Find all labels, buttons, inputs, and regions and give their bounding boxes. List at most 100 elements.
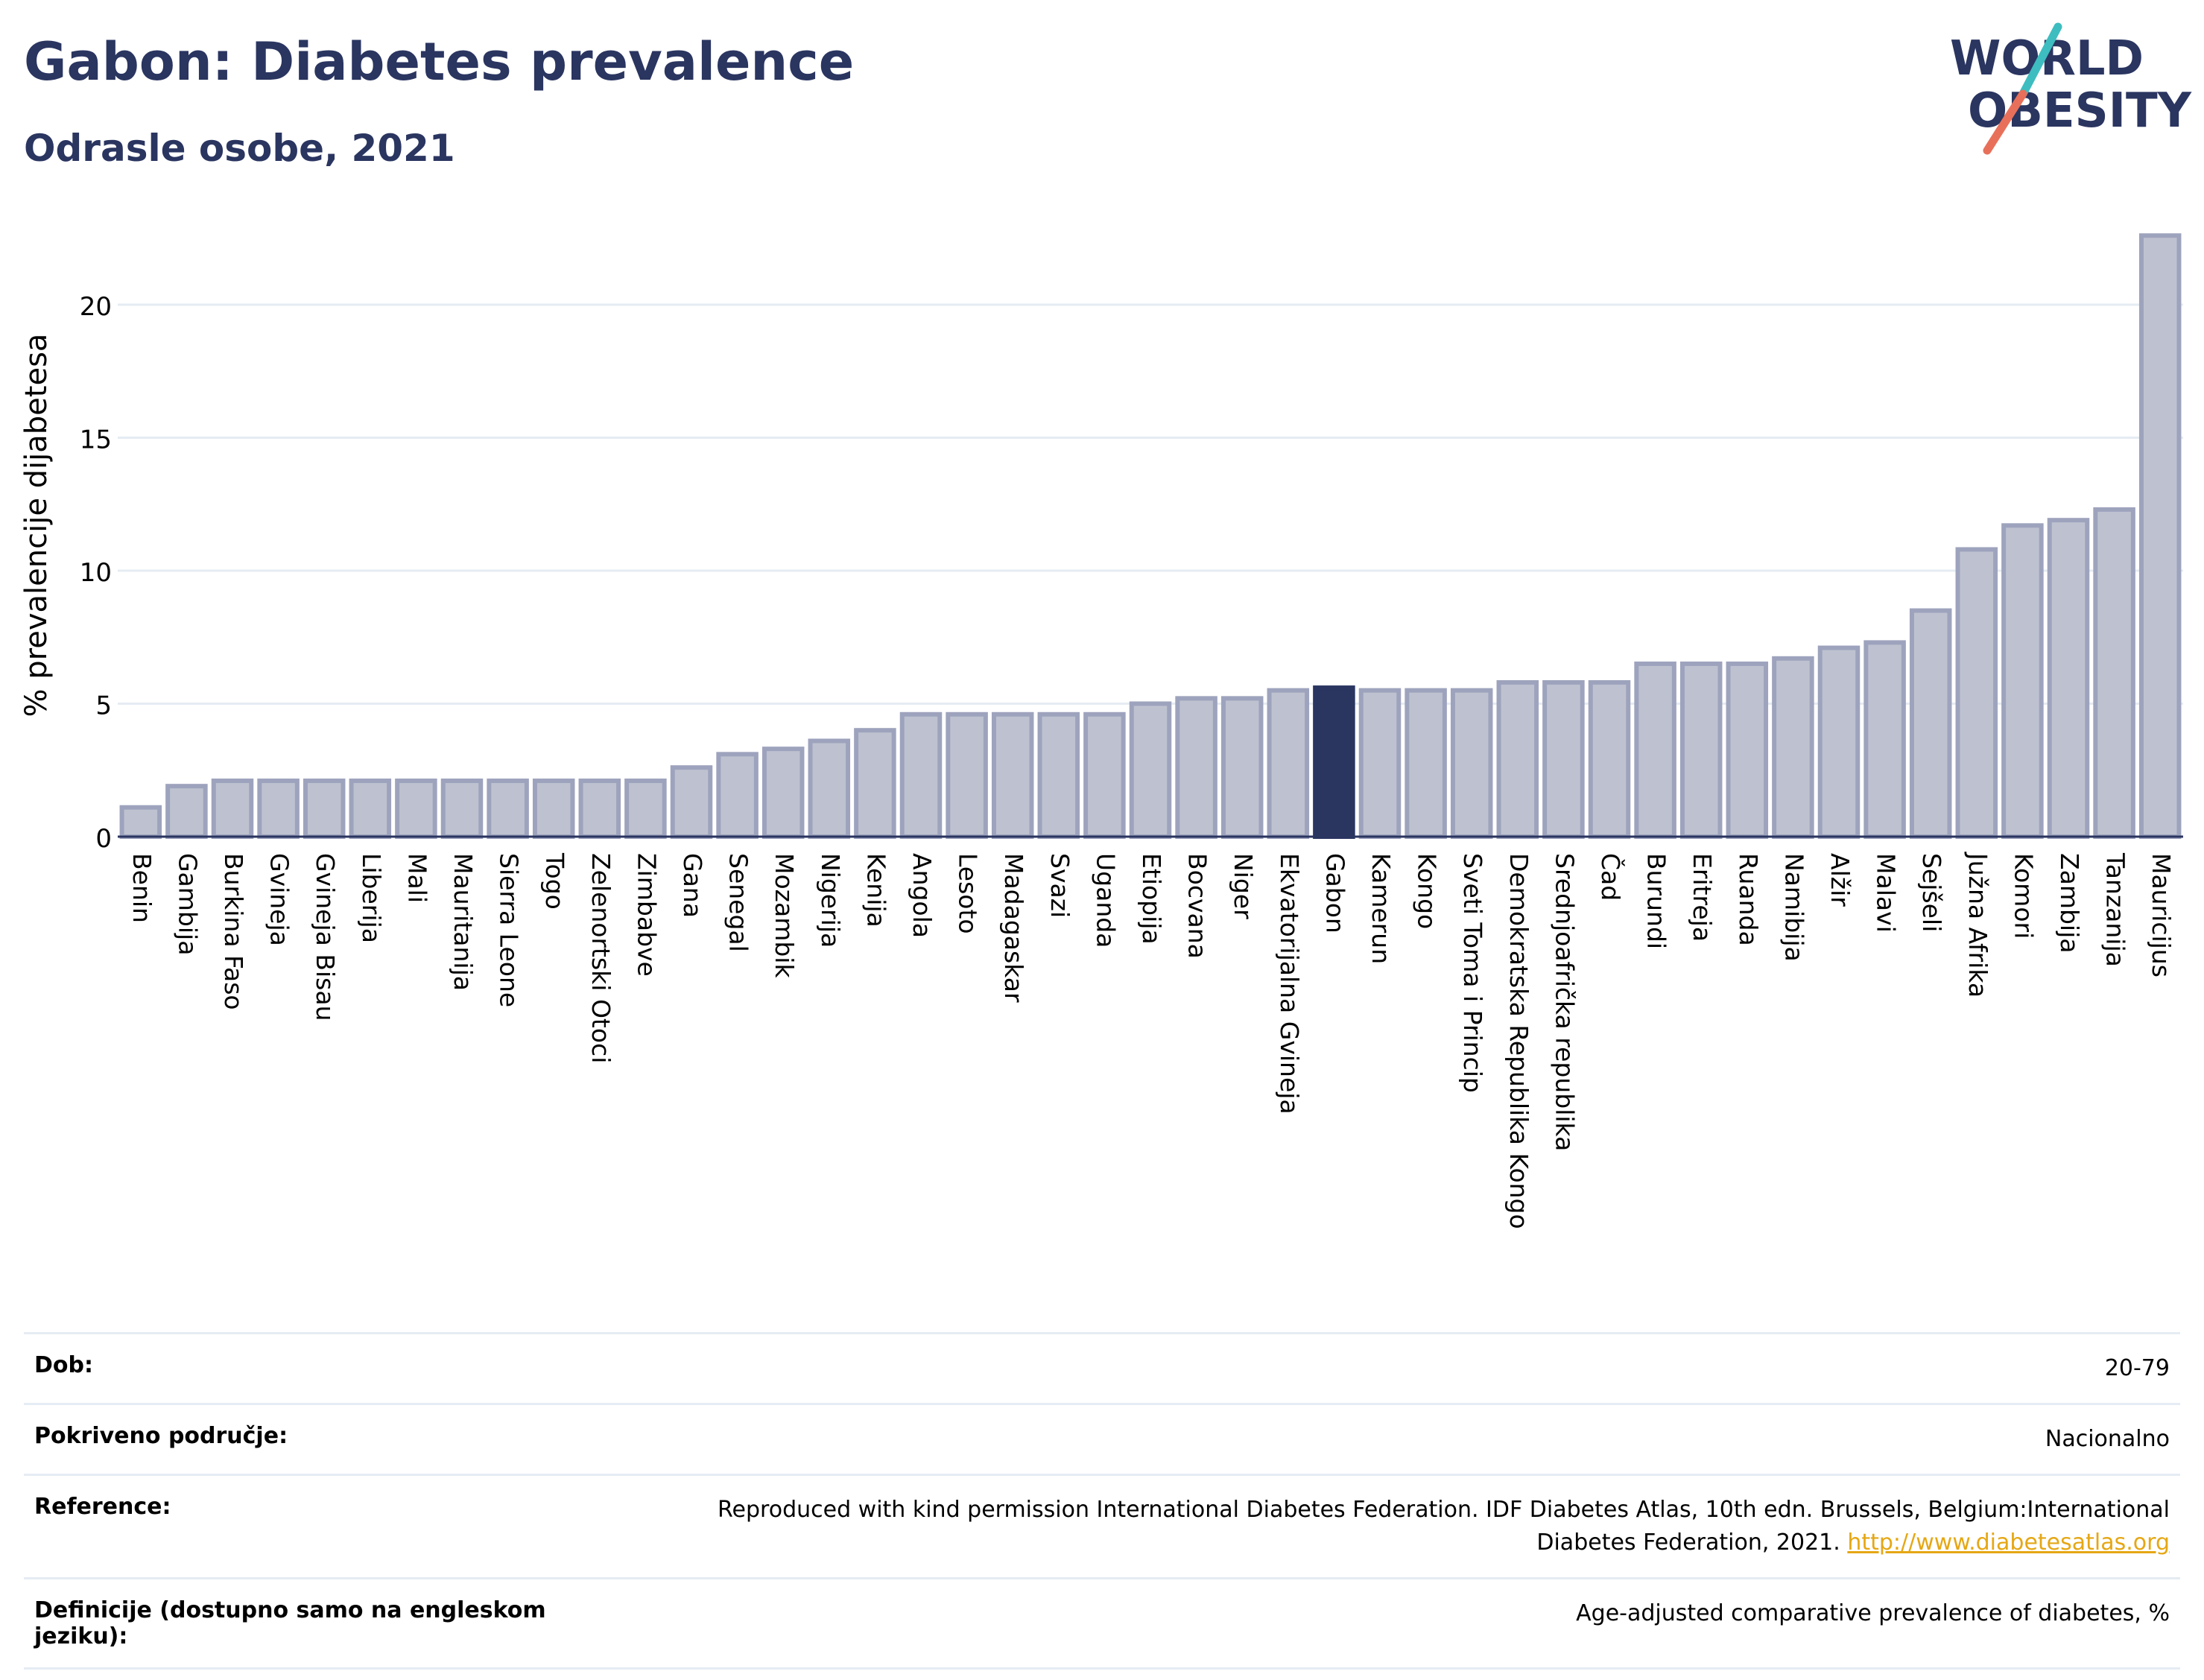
- x-tick-label: Mauritanija: [449, 853, 478, 991]
- x-tick-label: Ekvatorijalna Gvineja: [1275, 853, 1304, 1115]
- bar-12: [670, 765, 713, 839]
- bar-36: [1772, 656, 1814, 839]
- bar-27: [1358, 688, 1402, 840]
- bar-33: [1634, 661, 1676, 840]
- x-tick-label: Kamerun: [1367, 853, 1396, 964]
- x-tick-label: Burkina Faso: [219, 853, 248, 1010]
- bar-43: [2093, 507, 2135, 839]
- x-tick-label: Uganda: [1091, 853, 1120, 948]
- x-tick-label: Etiopija: [1137, 853, 1166, 945]
- reference-link[interactable]: http://www.diabetesatlas.org: [1847, 1530, 2170, 1556]
- info-key: Dob:: [24, 1332, 611, 1404]
- y-tick-labels: 0 5 10 15 20: [80, 292, 112, 854]
- y-axis-label: % prevalencije dijabetesa: [19, 334, 54, 717]
- x-tick-label: Angola: [908, 853, 937, 938]
- x-tick-label: Ruanda: [1734, 853, 1763, 946]
- x-tick-label: Kenija: [861, 853, 890, 928]
- x-tick-label: Gvineja Bisau: [311, 853, 340, 1021]
- logo-slash-coral: [1983, 89, 2027, 155]
- bar-22: [1129, 701, 1172, 839]
- info-row-age: Dob: 20-79: [24, 1332, 2180, 1404]
- x-tick-label: Svazi: [1045, 853, 1074, 918]
- bar-28: [1405, 688, 1447, 840]
- x-tick-label: Mozambik: [770, 853, 799, 978]
- bar-31: [1542, 679, 1585, 839]
- bar-37: [1817, 645, 1861, 840]
- x-tick-label: Kongo: [1413, 853, 1442, 929]
- x-tick-label: Tanzanija: [2101, 852, 2130, 967]
- info-row-reference: Reference: Reproduced with kind permissi…: [24, 1474, 2180, 1579]
- bar-32: [1588, 679, 1631, 839]
- bar-38: [1863, 640, 1906, 839]
- bar-40: [1955, 547, 1998, 839]
- chart-subtitle: Odrasle osobe, 2021: [24, 127, 455, 170]
- bar-39: [1909, 608, 1952, 839]
- x-tick-label: Niger: [1229, 853, 1258, 919]
- bar-0: [119, 805, 162, 839]
- bar-19: [991, 711, 1034, 840]
- bar-17: [899, 711, 943, 840]
- bar-5: [349, 779, 392, 840]
- bar-15: [808, 738, 851, 839]
- x-tick-label: Alžir: [1825, 853, 1855, 907]
- bar-30: [1496, 679, 1539, 839]
- bar-25: [1267, 688, 1310, 840]
- bar-1: [165, 784, 208, 839]
- bar-13: [716, 752, 759, 840]
- x-tick-label: Mauricijus: [2147, 853, 2176, 977]
- x-tick-label: Madagaskar: [999, 853, 1028, 1003]
- x-tick-label: Namibija: [1779, 853, 1808, 962]
- x-tick-label: Srednjoafrička republika: [1550, 853, 1579, 1151]
- bar-35: [1726, 661, 1769, 840]
- x-tick-labels: Benin Gambija Burkina Faso Gvineja Gvineja B…: [127, 852, 2176, 1229]
- y-tick-label: 5: [95, 691, 112, 721]
- info-row-coverage: Pokriveno područje: Nacionalno: [24, 1403, 2180, 1475]
- x-tick-label: Lesoto: [954, 853, 983, 934]
- bar-chart: 0 5 10 15 20 Benin Gambija Burkina Faso Gvineja…: [19, 233, 2183, 1229]
- x-tick-label: Sejšeli: [1917, 853, 1946, 932]
- x-tick-label: Sierra Leone: [495, 853, 524, 1007]
- bar-23: [1175, 696, 1217, 839]
- info-key: Reference:: [24, 1474, 611, 1579]
- bar-26: [1313, 685, 1355, 840]
- x-tick-label: Sveti Toma i Princip: [1458, 853, 1487, 1093]
- bar-14: [761, 747, 805, 839]
- x-tick-label: Čad: [1596, 853, 1626, 901]
- x-tick-label: Komori: [2009, 853, 2038, 939]
- x-tick-label: Benin: [127, 853, 156, 923]
- bar-44: [2138, 233, 2182, 840]
- bar-42: [2047, 518, 2090, 839]
- bar-18: [946, 711, 988, 840]
- info-table: Dob: 20-79 Pokriveno područje: Nacionaln…: [24, 1332, 2180, 1670]
- x-tick-label: Južna Afrika: [1963, 852, 1992, 998]
- bar-21: [1083, 711, 1126, 840]
- x-tick-label: Malavi: [1872, 853, 1901, 933]
- info-key: Pokriveno područje:: [24, 1403, 611, 1475]
- bar-10: [578, 779, 621, 840]
- world-obesity-logo: WORLD OBESITY: [1950, 22, 2192, 155]
- bar-7: [440, 779, 484, 840]
- bar-24: [1220, 696, 1264, 839]
- y-tick-label: 10: [80, 558, 112, 588]
- bar-9: [532, 779, 575, 840]
- bar-8: [487, 779, 529, 840]
- bar-4: [303, 779, 346, 840]
- bar-41: [2001, 523, 2044, 839]
- bar-2: [211, 779, 254, 840]
- x-tick-label: Gambija: [173, 853, 202, 955]
- y-tick-label: 15: [80, 425, 112, 455]
- bar-34: [1679, 661, 1723, 840]
- info-value: Age-adjusted comparative prevalence of d…: [611, 1577, 2180, 1670]
- bar-16: [854, 728, 896, 840]
- info-row-definition: Definicije (dostupno samo na engleskom j…: [24, 1577, 2180, 1670]
- y-tick-label: 20: [80, 292, 112, 322]
- info-value: Reproduced with kind permission Internat…: [611, 1474, 2180, 1579]
- x-tick-label: Liberija: [357, 853, 386, 943]
- x-tick-label: Zambija: [2055, 853, 2084, 953]
- bar-11: [624, 779, 667, 840]
- logo-slash-teal: [2018, 22, 2062, 98]
- info-key: Definicije (dostupno samo na engleskom j…: [24, 1577, 611, 1670]
- x-tick-label: Nigerija: [816, 853, 845, 948]
- x-tick-label: Zimbabve: [632, 853, 661, 977]
- x-tick-label: Burundi: [1642, 853, 1671, 949]
